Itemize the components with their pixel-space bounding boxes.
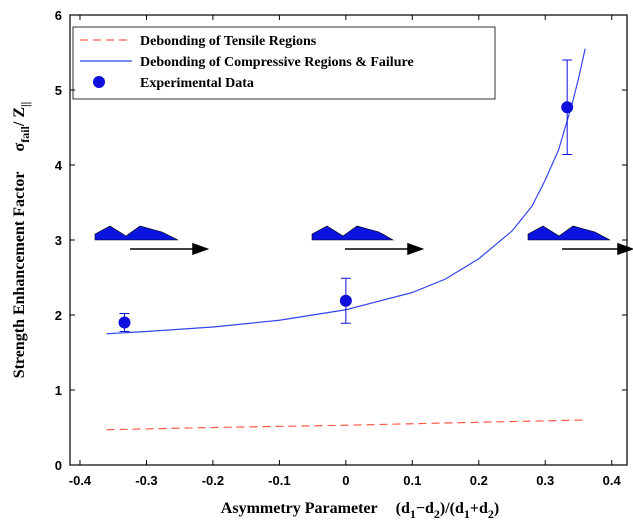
- diagram-icons: [94, 225, 611, 241]
- x-tick-label: 0.3: [536, 473, 554, 488]
- data-point: [339, 294, 352, 307]
- formula-subscript: ||: [18, 102, 32, 107]
- y-tick-label: 3: [55, 233, 62, 248]
- formula-subscript: 2: [488, 507, 494, 521]
- series-line: [106, 48, 586, 335]
- icon-shape: [311, 225, 395, 241]
- y-axis-label: Strength Enhancement Factor σfail/ Z||: [11, 102, 32, 379]
- x-tick-label: 0.4: [603, 473, 622, 488]
- y-label-formula: σfail/ Z||: [11, 102, 32, 152]
- formula-text: +d: [470, 500, 488, 517]
- x-axis-label: Asymmetry Parameter (d1−d2)/(d1+d2): [221, 500, 499, 521]
- icon-shape: [94, 225, 179, 241]
- x-tick-label: 0.1: [403, 473, 421, 488]
- formula-text: σ: [11, 143, 28, 152]
- x-tick-label: -0.1: [268, 473, 290, 488]
- formula-subscript: 1: [410, 507, 416, 521]
- legend-label: Debonding of Tensile Regions: [140, 34, 317, 49]
- y-tick-label: 2: [55, 308, 62, 323]
- formula-subscript: fail: [18, 125, 32, 142]
- y-tick-label: 4: [55, 158, 63, 173]
- legend-label: Experimental Data: [140, 76, 254, 91]
- formula-subscript: 2: [434, 507, 440, 521]
- x-label-text: Asymmetry Parameter: [221, 500, 378, 517]
- formula-text: )/(d: [440, 500, 464, 517]
- formula-subscript: 1: [464, 507, 470, 521]
- x-label-formula: (d1−d2)/(d1+d2): [396, 500, 500, 521]
- x-tick-label: -0.3: [135, 473, 157, 488]
- series-line: [106, 419, 586, 431]
- icon-shape: [527, 225, 611, 241]
- y-tick-label: 1: [55, 383, 62, 398]
- formula-text: ): [494, 500, 499, 517]
- x-tick-label: -0.4: [69, 473, 92, 488]
- data-point: [118, 316, 131, 329]
- formula-text: (d: [396, 500, 410, 517]
- y-tick-label: 0: [55, 458, 62, 473]
- data-point: [561, 101, 574, 114]
- legend-label: Debonding of Compressive Regions & Failu…: [140, 55, 414, 70]
- x-tick-label: 0: [342, 473, 349, 488]
- x-tick-label: 0.2: [470, 473, 488, 488]
- legend-marker: [93, 76, 105, 88]
- formula-text: / Z: [11, 107, 28, 127]
- formula-text: −d: [416, 500, 434, 517]
- y-tick-label: 6: [55, 8, 62, 23]
- y-tick-label: 5: [55, 83, 62, 98]
- diagram-arrows: [130, 242, 633, 256]
- y-label-text: Strength Enhancement Factor: [11, 172, 28, 379]
- x-tick-label: -0.2: [202, 473, 224, 488]
- legend-box: [72, 26, 496, 100]
